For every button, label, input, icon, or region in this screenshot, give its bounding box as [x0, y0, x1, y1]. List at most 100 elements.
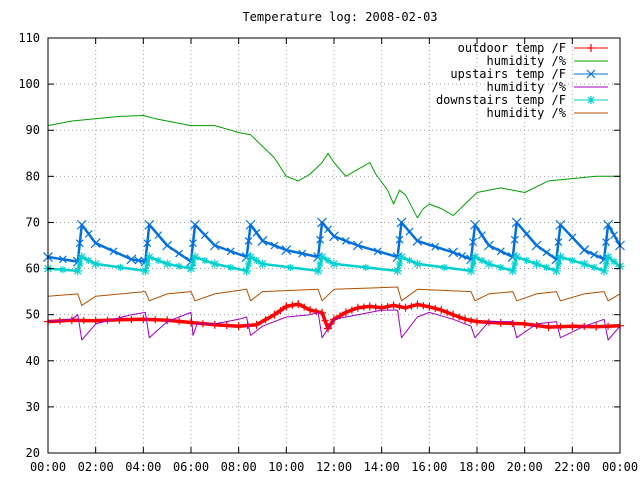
x-tick-label: 08:00 [221, 460, 257, 474]
data-point [384, 303, 392, 311]
x-tick-label: 18:00 [459, 460, 495, 474]
data-point [300, 303, 308, 311]
x-tick-label: 04:00 [125, 460, 161, 474]
data-point [544, 323, 553, 332]
data-point [190, 219, 200, 230]
data-point [431, 242, 440, 251]
x-tick-label: 14:00 [364, 460, 400, 474]
data-point [126, 254, 137, 265]
data-point [91, 259, 101, 269]
data-point [511, 217, 522, 228]
data-point [226, 247, 235, 256]
series-2 [47, 115, 620, 219]
legend-entry: downstairs temp /F [436, 93, 608, 107]
data-point [610, 258, 618, 266]
data-point [352, 240, 363, 251]
legend-entry: outdoor temp /F [458, 41, 608, 55]
data-point [144, 252, 154, 262]
data-point [599, 266, 609, 276]
data-point [80, 316, 88, 324]
data-point [603, 219, 614, 230]
data-point [372, 303, 380, 311]
data-point [440, 263, 448, 271]
data-point [466, 266, 476, 276]
data-point [579, 259, 589, 269]
data-point [360, 303, 368, 311]
data-point [555, 219, 566, 230]
data-point [353, 303, 362, 312]
legend: outdoor temp /F humidity /% upstairs temp … [436, 41, 608, 120]
legend-label: humidity /% [487, 106, 567, 120]
y-tick-label: 50 [26, 308, 40, 322]
data-point [510, 235, 519, 244]
x-tick-label: 22:00 [554, 460, 590, 474]
data-point [467, 316, 475, 324]
y-tick-label: 90 [26, 123, 40, 137]
data-point [252, 320, 261, 329]
data-point [201, 256, 209, 264]
data-point [555, 252, 565, 262]
data-point [200, 231, 209, 240]
x-tick-label: 00:00 [30, 460, 66, 474]
data-point [294, 300, 303, 309]
data-point [242, 266, 252, 276]
data-point [497, 263, 505, 271]
data-point [473, 317, 481, 326]
data-point [522, 230, 531, 238]
data-point [209, 240, 220, 251]
data-point [175, 262, 183, 270]
series-6 [47, 286, 621, 306]
data-point [257, 235, 268, 246]
data-point [90, 238, 101, 249]
y-tick-label: 20 [26, 446, 40, 460]
data-point [412, 235, 423, 246]
data-point [252, 228, 261, 237]
data-point [542, 248, 551, 257]
data-point [261, 316, 269, 324]
data-point [143, 239, 152, 248]
data-point [511, 260, 519, 268]
data-point [395, 235, 404, 244]
series-line [47, 115, 620, 219]
data-point [317, 217, 328, 228]
data-point [508, 266, 518, 276]
data-point [401, 303, 410, 312]
data-point [73, 266, 83, 276]
data-point [531, 240, 542, 251]
data-point [405, 227, 414, 236]
legend-label: upstairs temp /F [450, 67, 566, 81]
data-point [253, 256, 261, 264]
data-point [282, 302, 291, 311]
data-point [140, 266, 150, 276]
x-tick-label: 12:00 [316, 460, 352, 474]
data-point [405, 256, 413, 264]
data-point [469, 260, 477, 268]
data-point [175, 317, 183, 325]
data-point [324, 256, 332, 264]
data-point [455, 313, 463, 321]
grid [48, 38, 620, 453]
data-point [329, 231, 339, 242]
data-point [587, 44, 595, 52]
data-point [190, 252, 200, 262]
data-point [244, 236, 253, 245]
data-point [312, 307, 320, 315]
data-point [396, 303, 404, 311]
series-layer [43, 115, 625, 341]
data-point [313, 266, 323, 276]
data-point [469, 238, 477, 246]
data-point [470, 219, 480, 230]
data-point [431, 304, 439, 312]
data-point [419, 302, 427, 310]
data-point [554, 260, 562, 268]
data-point [407, 302, 415, 310]
data-point [341, 236, 350, 245]
tick-marks [47, 37, 621, 454]
data-point [532, 259, 542, 269]
data-point [362, 263, 370, 271]
data-point [245, 260, 253, 268]
data-point [227, 263, 235, 271]
data-point [523, 256, 531, 264]
data-point [568, 256, 576, 264]
